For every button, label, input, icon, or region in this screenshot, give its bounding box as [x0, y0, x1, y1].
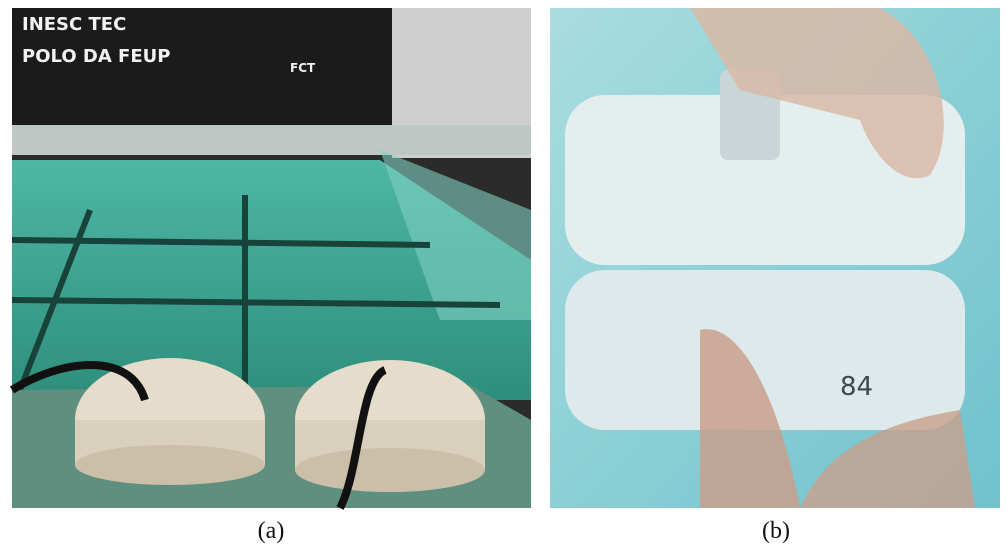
panel-caption: (b): [762, 518, 790, 544]
photo-b: 84: [550, 8, 1000, 508]
page: {"figure": { "panels": [ {"caption": "(a…: [0, 0, 1006, 549]
panel-caption: (a): [258, 518, 285, 544]
scene-text: FCT: [290, 61, 316, 75]
scene-text: 84: [840, 372, 873, 402]
scene-text: POLO DA FEUP: [22, 46, 170, 67]
scene-text: INESC TEC: [22, 14, 126, 35]
figure: INESC TEC POLO DA FEUP FCT 84 (a) (b): [0, 0, 1006, 549]
photo-a: INESC TEC POLO DA FEUP FCT: [12, 8, 531, 508]
